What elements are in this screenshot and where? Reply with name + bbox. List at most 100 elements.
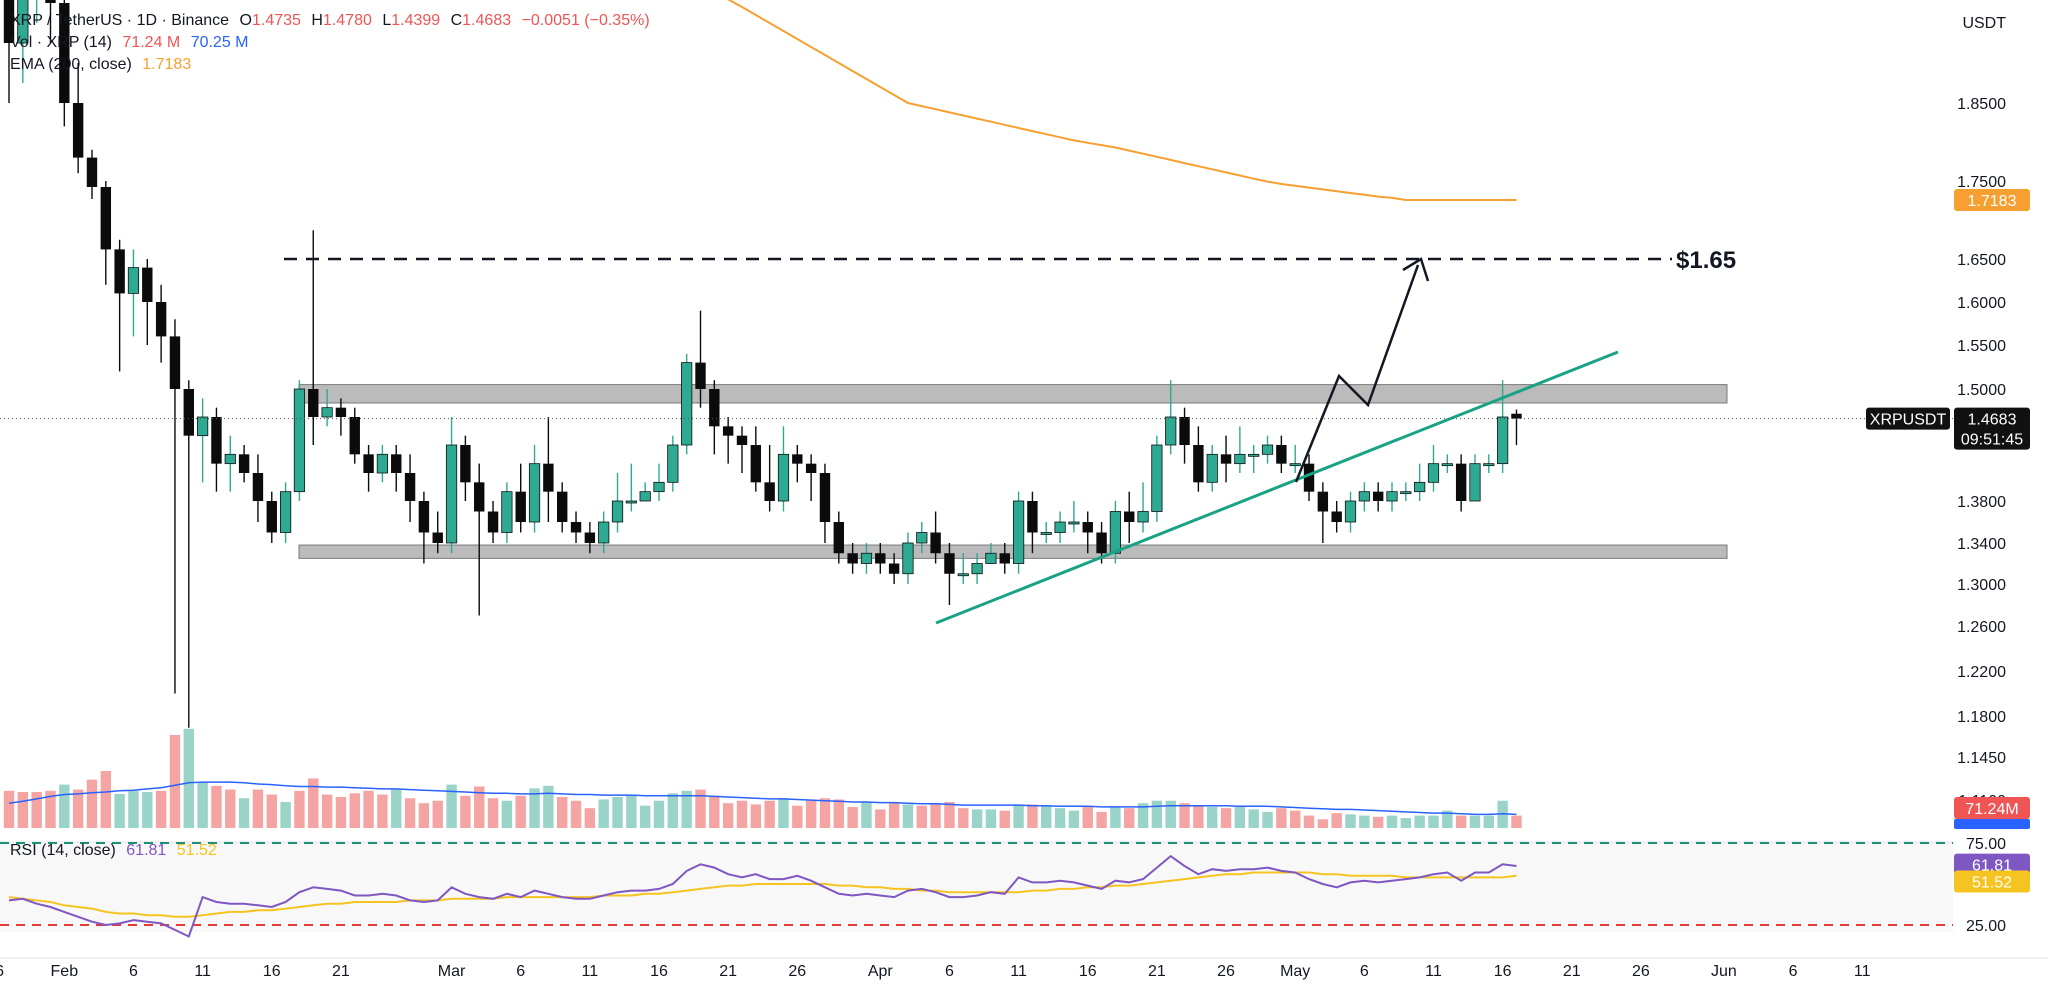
candle-body xyxy=(1469,463,1481,502)
ohlc-high: H1.4780 xyxy=(311,12,372,29)
volume-bar xyxy=(155,790,167,828)
price-tick-label: 1.3000 xyxy=(1957,577,2006,594)
volume-bar xyxy=(86,779,98,828)
volume-bar xyxy=(1027,804,1038,828)
candle-body xyxy=(1165,416,1177,446)
price-tick-label: 1.6500 xyxy=(1957,252,2006,269)
candle-body xyxy=(155,302,167,337)
ohlc-open: O1.4735 xyxy=(239,12,301,29)
candle-body xyxy=(1054,521,1066,533)
candle-body xyxy=(833,522,844,554)
time-tick-label: 21 xyxy=(1148,963,1166,980)
candle-body xyxy=(293,388,306,493)
candle-body xyxy=(557,491,568,522)
volume-bar xyxy=(681,790,692,828)
price-tick-label: 1.8500 xyxy=(1957,96,2006,113)
time-tick-label: 26 xyxy=(1217,963,1235,980)
rsi-ma-badge-text: 51.52 xyxy=(1972,875,2012,892)
volume-bar xyxy=(1248,809,1259,828)
volume-bar xyxy=(999,810,1010,828)
candle-body xyxy=(224,453,236,465)
volume-bar xyxy=(1124,808,1135,828)
volume-bar xyxy=(1511,815,1522,828)
candle-body xyxy=(722,426,734,436)
volume-bar xyxy=(1068,810,1080,828)
candle-body xyxy=(1261,444,1274,455)
candles xyxy=(3,0,1522,728)
candle-body xyxy=(1289,463,1301,467)
ohlc-close: C1.4683 xyxy=(450,12,512,29)
candle-body xyxy=(695,362,706,389)
volume-bar xyxy=(1372,816,1384,828)
volume-bar xyxy=(1137,803,1149,828)
candle-body xyxy=(1234,453,1246,465)
volume-bar xyxy=(128,790,139,828)
rsi-ma-badge: 51.52 xyxy=(1954,870,2030,893)
volume-bar xyxy=(1151,800,1163,828)
price-tick-label: 1.3400 xyxy=(1957,536,2006,553)
volume-bar xyxy=(792,805,803,828)
candle-body xyxy=(1040,532,1052,535)
last-price-badge-text: 1.4683 xyxy=(1968,412,2017,429)
volume-bar xyxy=(1207,806,1218,828)
volume-bar xyxy=(3,790,15,828)
candle-body xyxy=(543,463,554,492)
time-tick-label: 16 xyxy=(1079,963,1097,980)
candle-body xyxy=(114,249,125,294)
volume-bar xyxy=(1317,819,1329,828)
volume-bar xyxy=(308,778,319,828)
volume-bar xyxy=(833,799,844,828)
time-tick-label: 21 xyxy=(332,963,350,980)
volume-bar xyxy=(598,799,609,828)
volume-bar xyxy=(1096,811,1107,828)
candle-body xyxy=(127,267,140,294)
candle-body xyxy=(1027,501,1038,533)
volume-bar xyxy=(1455,815,1467,828)
volume-bar xyxy=(736,800,748,828)
ema-price-badge: 1.7183 xyxy=(1954,189,2030,212)
volume-bar xyxy=(1041,805,1052,828)
rsi-level-label: 25.00 xyxy=(1966,918,2006,935)
volume-bar xyxy=(570,800,582,828)
candle-body xyxy=(930,532,941,554)
candle-body xyxy=(1455,463,1467,501)
candle-body xyxy=(999,553,1010,564)
volume-bar xyxy=(142,792,153,828)
volume-bar xyxy=(1414,815,1425,828)
volume-bar xyxy=(474,786,485,828)
rsi-legend: RSI (14, close) 61.81 51.52 xyxy=(10,842,223,860)
volume-bar xyxy=(557,797,568,828)
candle-body xyxy=(1331,511,1342,522)
symbol-badge-box xyxy=(1866,407,1950,430)
volume-bar xyxy=(709,795,720,828)
candle-body xyxy=(1441,463,1453,467)
candle-body xyxy=(570,522,582,533)
candle-body xyxy=(349,417,360,455)
candle-body xyxy=(1358,491,1370,502)
time-tick-label: 16 xyxy=(1494,963,1512,980)
volume-bar xyxy=(1428,815,1439,828)
volume-bar xyxy=(1400,818,1412,828)
candle-body xyxy=(72,103,84,158)
volume-bar xyxy=(543,785,554,828)
time-tick-label: 11 xyxy=(582,963,599,980)
volume-bar xyxy=(847,806,858,828)
candle-body xyxy=(625,500,637,504)
price-tick-label: 1.1800 xyxy=(1957,709,2006,726)
volume-bar xyxy=(225,789,236,828)
candle-body xyxy=(1193,445,1204,483)
volume-bar xyxy=(930,803,941,828)
volume-bar xyxy=(169,735,181,828)
candle-body xyxy=(404,473,416,501)
volume-bar xyxy=(363,790,374,828)
candle-body xyxy=(3,0,15,43)
volume-bar xyxy=(722,803,734,828)
volume-bar xyxy=(404,798,416,828)
candle-body xyxy=(460,445,471,483)
candle-body xyxy=(1124,511,1135,522)
candle-body xyxy=(238,454,250,473)
volume-bar xyxy=(45,790,56,828)
volume-bar xyxy=(639,805,651,828)
time-tick-label: 6 xyxy=(945,963,954,980)
